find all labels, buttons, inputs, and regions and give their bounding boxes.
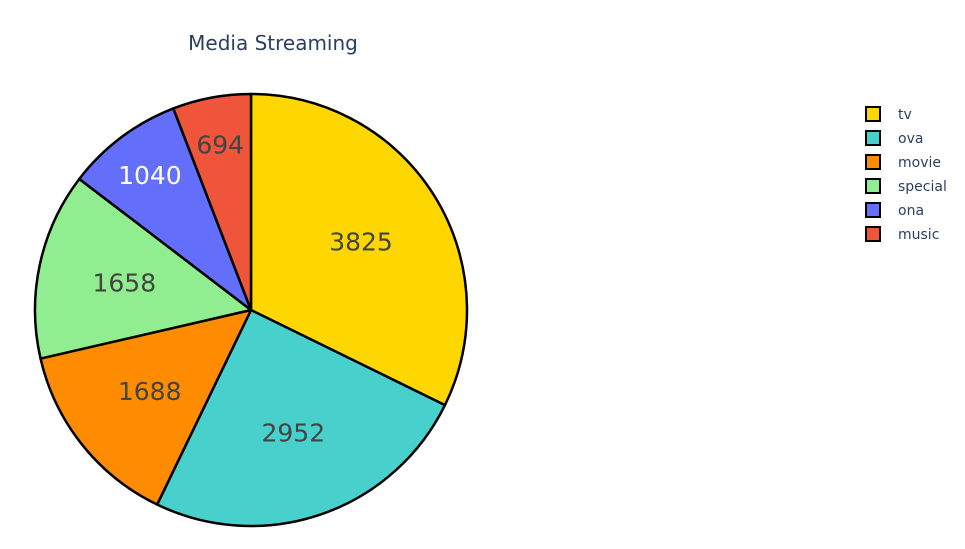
- pie-slice-label-tv: 3825: [329, 228, 393, 257]
- pie-slice-label-ona: 1040: [118, 161, 182, 190]
- pie-slice-special: [33, 177, 253, 360]
- pie-slice-tv: [249, 92, 469, 407]
- pie-slices: [33, 92, 469, 528]
- legend-swatch-movie: [865, 154, 881, 170]
- legend-label-ova: ova: [898, 131, 923, 147]
- legend-label-music: music: [898, 227, 939, 243]
- legend-label-tv: tv: [898, 107, 912, 123]
- legend-swatch-music: [865, 226, 881, 242]
- legend-item-ova[interactable]: ova: [865, 130, 923, 147]
- pie-slice-label-ova: 2952: [261, 419, 325, 448]
- legend-swatch-ona: [865, 202, 881, 218]
- legend: tv ova movie special ona music: [865, 106, 947, 243]
- legend-item-music[interactable]: music: [865, 226, 939, 243]
- pie-slice-ova: [155, 308, 447, 528]
- pie-slice-label-special: 1658: [92, 269, 156, 298]
- chart-title: Media Streaming: [188, 31, 358, 55]
- pie-slice-movie: [39, 308, 253, 506]
- legend-label-movie: movie: [898, 155, 941, 171]
- legend-swatch-ova: [865, 130, 881, 146]
- pie-slice-labels: 3825 2952 1688 1658 1040 694: [92, 130, 392, 447]
- legend-item-movie[interactable]: movie: [865, 154, 941, 171]
- legend-swatch-tv: [865, 106, 881, 122]
- pie-slice-label-music: 694: [196, 130, 244, 159]
- legend-item-special[interactable]: special: [865, 178, 947, 195]
- pie-slice-label-movie: 1688: [118, 377, 182, 406]
- legend-swatch-special: [865, 178, 881, 194]
- pie-slice-music: [172, 92, 253, 312]
- legend-label-special: special: [898, 179, 947, 195]
- legend-item-ona[interactable]: ona: [865, 202, 924, 219]
- legend-label-ona: ona: [898, 203, 924, 219]
- legend-item-tv[interactable]: tv: [865, 106, 912, 123]
- pie-slice-ona: [78, 107, 253, 312]
